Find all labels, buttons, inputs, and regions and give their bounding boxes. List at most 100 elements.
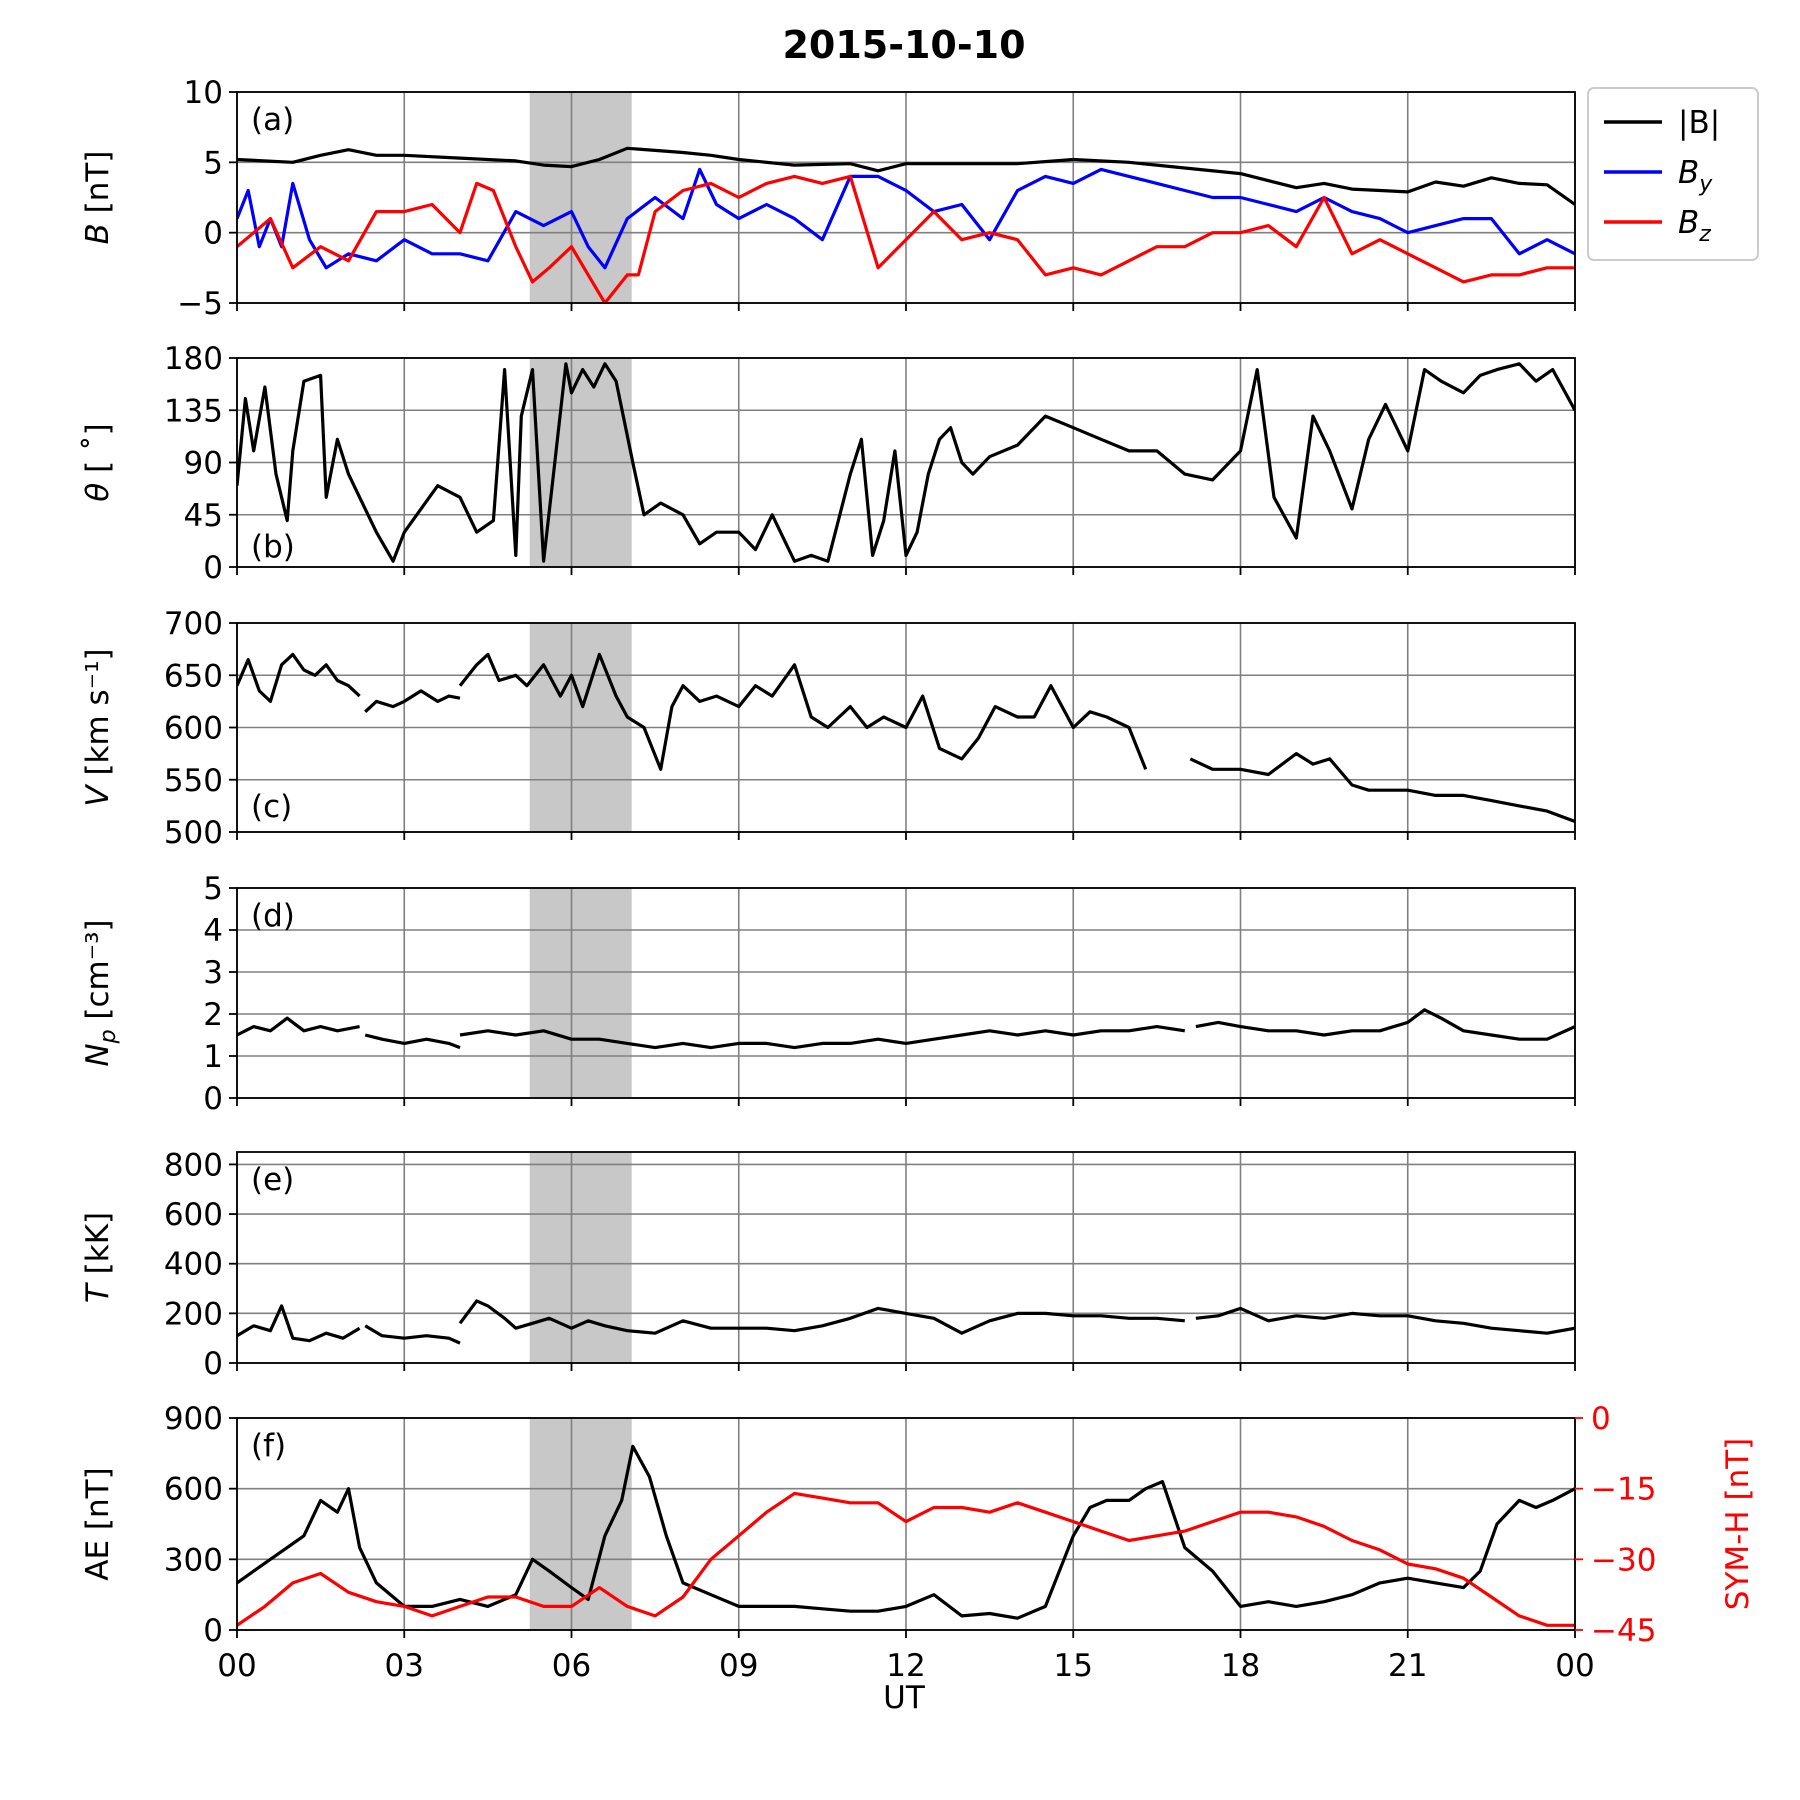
series-line-symh — [237, 1491, 1575, 1627]
panel-letter: (d) — [251, 898, 295, 934]
series-segment — [237, 652, 361, 703]
y-tick-label: 5 — [203, 145, 223, 181]
series-line-theta — [237, 362, 1575, 563]
y-tick-label: 0 — [203, 1613, 223, 1649]
y-tick-label: 800 — [164, 1147, 223, 1183]
series-segment — [1195, 1008, 1575, 1041]
y-axis-label: V [km s⁻¹] — [80, 648, 116, 806]
y-tick-label: 135 — [164, 393, 223, 429]
right-tick-label: −30 — [1591, 1542, 1656, 1578]
panel-letter: (e) — [251, 1162, 294, 1198]
y-tick-label: 600 — [164, 1197, 223, 1233]
legend: |B| By Bz — [1587, 87, 1759, 261]
legend-label: Bz — [1678, 205, 1711, 247]
data-lines — [237, 1299, 1575, 1345]
y-tick-label: 90 — [184, 446, 223, 482]
series-segment — [237, 1304, 361, 1343]
y-tick-label: 550 — [164, 763, 223, 799]
right-axis-label: SYM-H [nT] — [1720, 1438, 1756, 1610]
right-tick-label: 0 — [1591, 1401, 1611, 1437]
y-axis-label: AE [nT] — [80, 1467, 116, 1580]
y-axis-label-units: [cm⁻³] — [80, 919, 116, 1029]
panel-letter: (c) — [251, 789, 292, 825]
panel-letter: (b) — [251, 529, 295, 565]
y-tick-label: 4 — [203, 913, 223, 949]
y-axis-label-units: [kK] — [80, 1212, 116, 1284]
y-tick-label: 600 — [164, 1472, 223, 1508]
highlight-band — [529, 888, 632, 1098]
x-axis: 00 03 06 09 12 15 18 21 00 — [217, 1648, 1594, 1684]
y-tick-label: 0 — [203, 216, 223, 252]
y-axis-label-symbol: θ — [80, 483, 116, 502]
highlight-band — [529, 1152, 632, 1363]
y-axis-label-units: [nT] — [80, 1467, 116, 1540]
y-tick-label: 300 — [164, 1542, 223, 1578]
y-tick-label: 900 — [164, 1401, 223, 1437]
legend-label: By — [1678, 155, 1713, 197]
panel-d: 0 1 2 3 4 5 Np [cm⁻³] (d) — [80, 871, 1576, 1117]
data-lines — [237, 146, 1575, 303]
panel-a: −5 0 5 10 B [nT] (a) — [80, 75, 1576, 322]
y-axis-label: T [kK] — [80, 1212, 116, 1303]
data-lines — [237, 1008, 1575, 1050]
panel-b: 0 45 90 135 180 θ [ ˚] (b) — [80, 341, 1576, 586]
series-segment — [458, 1299, 1185, 1335]
series-segment — [458, 652, 1148, 771]
panel-e: 0 200 400 600 800 T [kK] (e) — [80, 1147, 1576, 1382]
series-segment — [459, 1025, 1186, 1050]
y-tick-label: 180 — [164, 341, 223, 377]
legend-box — [1587, 87, 1759, 261]
figure-title: 2015-10-10 — [782, 23, 1025, 67]
y-axis-label-symbol: AE — [80, 1540, 116, 1581]
right-tick-label: −45 — [1591, 1613, 1656, 1649]
y-tick-label: 3 — [203, 955, 223, 991]
y-tick-label: −5 — [177, 286, 223, 322]
x-tick-label: 21 — [1388, 1648, 1427, 1684]
y-tick-label: 600 — [164, 711, 223, 747]
y-axis-label-symbol: T — [80, 1282, 116, 1303]
y-tick-label: 0 — [203, 1346, 223, 1382]
y-tick-label: 200 — [164, 1296, 223, 1332]
y-axis-label-subscript: p — [96, 1029, 121, 1044]
y-tick-label: 0 — [203, 1081, 223, 1117]
series-line-b — [237, 146, 1575, 206]
y-tick-label: 500 — [164, 815, 223, 851]
y-axis-label-units: [ ˚] — [80, 423, 116, 482]
x-tick-label: 12 — [886, 1648, 925, 1684]
y-tick-label: 2 — [203, 997, 223, 1033]
series-segment — [1189, 752, 1575, 823]
y-tick-label: 700 — [164, 606, 223, 642]
x-tick-label: 06 — [552, 1648, 591, 1684]
data-lines — [237, 362, 1575, 563]
data-lines — [237, 652, 1575, 823]
panel-letter: (a) — [251, 102, 294, 138]
x-tick-label: 15 — [1054, 1648, 1093, 1684]
y-tick-label: 650 — [164, 658, 223, 694]
series-line-bz — [237, 174, 1575, 303]
x-tick-label: 03 — [385, 1648, 424, 1684]
right-tick-label: −15 — [1591, 1472, 1656, 1508]
series-segment — [364, 1324, 461, 1345]
series-segment — [237, 1016, 360, 1037]
x-tick-label: 18 — [1221, 1648, 1260, 1684]
legend-label: |B| — [1678, 105, 1720, 141]
y-tick-label: 0 — [203, 550, 223, 586]
y-axis-label: B [nT] — [80, 151, 116, 245]
series-segment — [364, 689, 461, 713]
series-segment — [1195, 1306, 1575, 1335]
y-axis-label: Np [cm⁻³] — [80, 919, 121, 1066]
x-tick-label: 00 — [1555, 1648, 1594, 1684]
y-axis-label: θ [ ˚] — [80, 423, 116, 501]
x-tick-label: 09 — [719, 1648, 758, 1684]
y-tick-label: 45 — [184, 498, 223, 534]
series-segment — [364, 1033, 461, 1050]
x-axis-label: UT — [883, 1680, 926, 1716]
y-axis-label-units: [km s⁻¹] — [80, 648, 116, 785]
y-axis-label-symbol: N — [80, 1043, 116, 1066]
panel-c: 500 550 600 650 700 V [km s⁻¹] (c) — [80, 606, 1576, 851]
y-tick-label: 1 — [203, 1039, 223, 1075]
y-axis-label-symbol: V — [80, 783, 116, 807]
panel-f: 0 300 600 900 AE [nT] (f) −45 −30 −15 0 SYM-H [nT] — [80, 1401, 1756, 1649]
